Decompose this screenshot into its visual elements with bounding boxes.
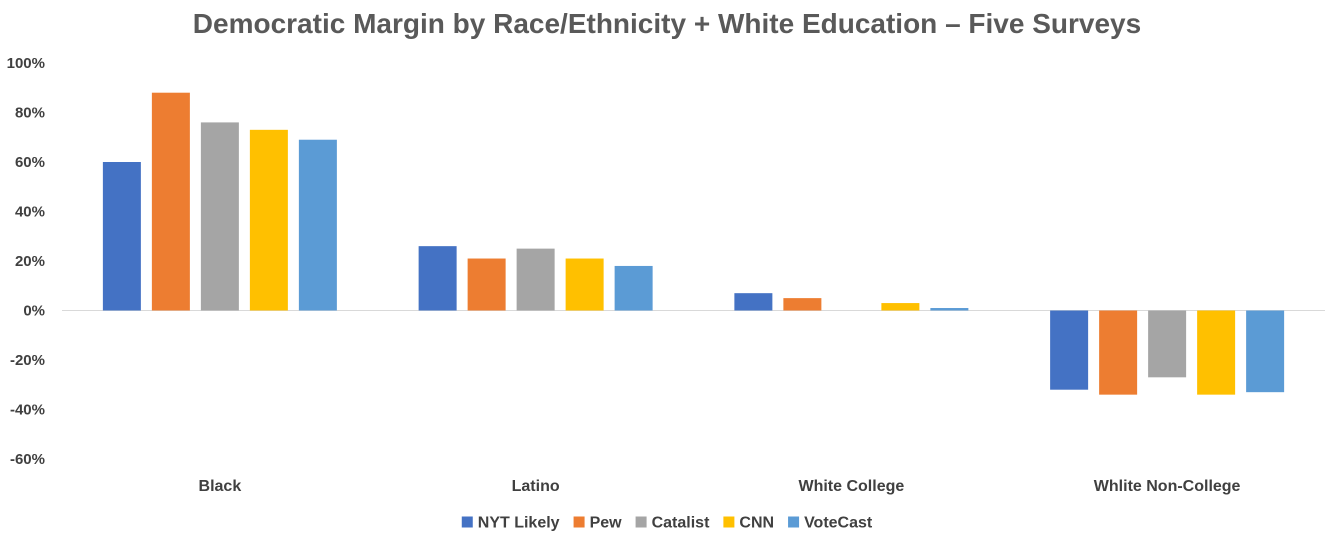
legend-swatch-nyt-likely [461,516,473,528]
category-label: Latino [512,478,560,495]
bar-votecast-black [298,139,337,311]
bar-pew-latino [467,258,506,311]
bar-cnn-white-college [881,303,920,311]
y-tick-label: 100% [7,55,45,72]
y-tick-label: -40% [10,402,45,419]
bar-votecast-whlite-non-college [1246,310,1285,393]
bar-pew-black [151,92,190,311]
category-label: Whlite Non-College [1094,478,1241,495]
y-tick-label: 80% [15,105,45,122]
bar-cnn-latino [565,258,604,311]
legend-label: VoteCast [804,515,873,532]
bar-nyt-likely-black [102,162,141,311]
bar-catalist-latino [516,248,555,311]
legend: NYT Likely Pew Catalist CNN VoteCast [461,515,873,532]
bar-nyt-likely-latino [418,246,457,311]
category-label: White College [798,478,904,495]
chart-title: Democratic Margin by Race/Ethnicity + Wh… [193,8,1141,39]
bar-cnn-whlite-non-college [1197,310,1236,395]
y-tick-label: 0% [23,303,45,320]
bar-nyt-likely-whlite-non-college [1050,310,1089,390]
bar-catalist-whlite-non-college [1148,310,1187,378]
y-tick-label: 40% [15,204,45,221]
bar-votecast-white-college [930,308,969,311]
legend-swatch-cnn [723,516,735,528]
legend-swatch-pew [573,516,585,528]
bar-catalist-black [200,122,239,311]
category-label: Black [199,478,242,495]
x-axis-category-labels: Black Latino White College Whlite Non-Colle… [199,478,1241,495]
legend-label: NYT Likely [478,515,560,532]
bar-pew-whlite-non-college [1099,310,1138,395]
bar-cnn-black [249,129,288,311]
legend-swatch-catalist [635,516,647,528]
bars-group [102,92,1285,395]
y-tick-label: 60% [15,154,45,171]
legend-label: Catalist [652,515,710,532]
legend-label: CNN [739,515,774,532]
legend-label: Pew [590,515,623,532]
bar-votecast-latino [614,265,653,311]
bar-nyt-likely-white-college [734,293,773,311]
bar-pew-white-college [783,298,822,311]
y-tick-label: -60% [10,451,45,468]
y-axis: 100% 80% 60% 40% 20% 0% -20% -40% -60% [7,55,45,468]
legend-swatch-votecast [788,516,800,528]
y-tick-label: -20% [10,352,45,369]
y-tick-label: 20% [15,253,45,270]
